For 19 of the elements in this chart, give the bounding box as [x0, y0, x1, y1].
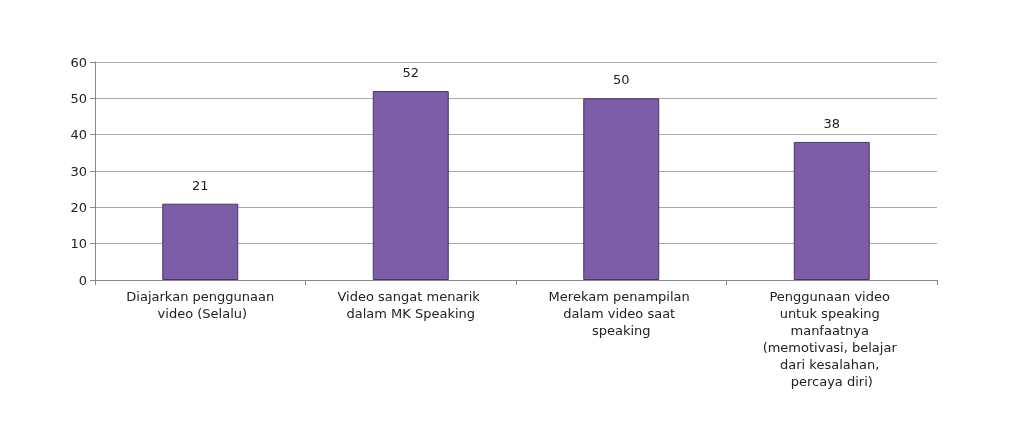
y-tick-label: 60 — [70, 54, 87, 70]
bar — [162, 203, 239, 280]
data-label: 52 — [402, 65, 420, 81]
y-tick-label: 30 — [70, 163, 87, 179]
x-tick-label: Merekam penampilan dalam video saat speaking — [548, 289, 694, 338]
data-label: 50 — [612, 72, 630, 88]
bar — [793, 141, 870, 280]
data-label: 38 — [823, 115, 841, 131]
y-tick-label: 20 — [70, 199, 87, 215]
x-tick-label: Video sangat menarik dalam MK Speaking — [337, 289, 484, 321]
bar — [372, 91, 449, 280]
bar — [583, 98, 660, 280]
x-tick-label: Penggunaan video untuk speaking manfaatnya (memotivasi, belajar dari kesalahan, percaya diri) — [762, 289, 901, 389]
y-tick-label: 40 — [70, 127, 87, 143]
y-tick-label: 0 — [78, 272, 87, 288]
data-label: 21 — [191, 177, 209, 193]
y-tick-label: 10 — [70, 236, 87, 252]
y-tick-label: 50 — [70, 90, 87, 106]
x-tick-label: Diajarkan penggunaan video (Selalu) — [126, 289, 275, 321]
